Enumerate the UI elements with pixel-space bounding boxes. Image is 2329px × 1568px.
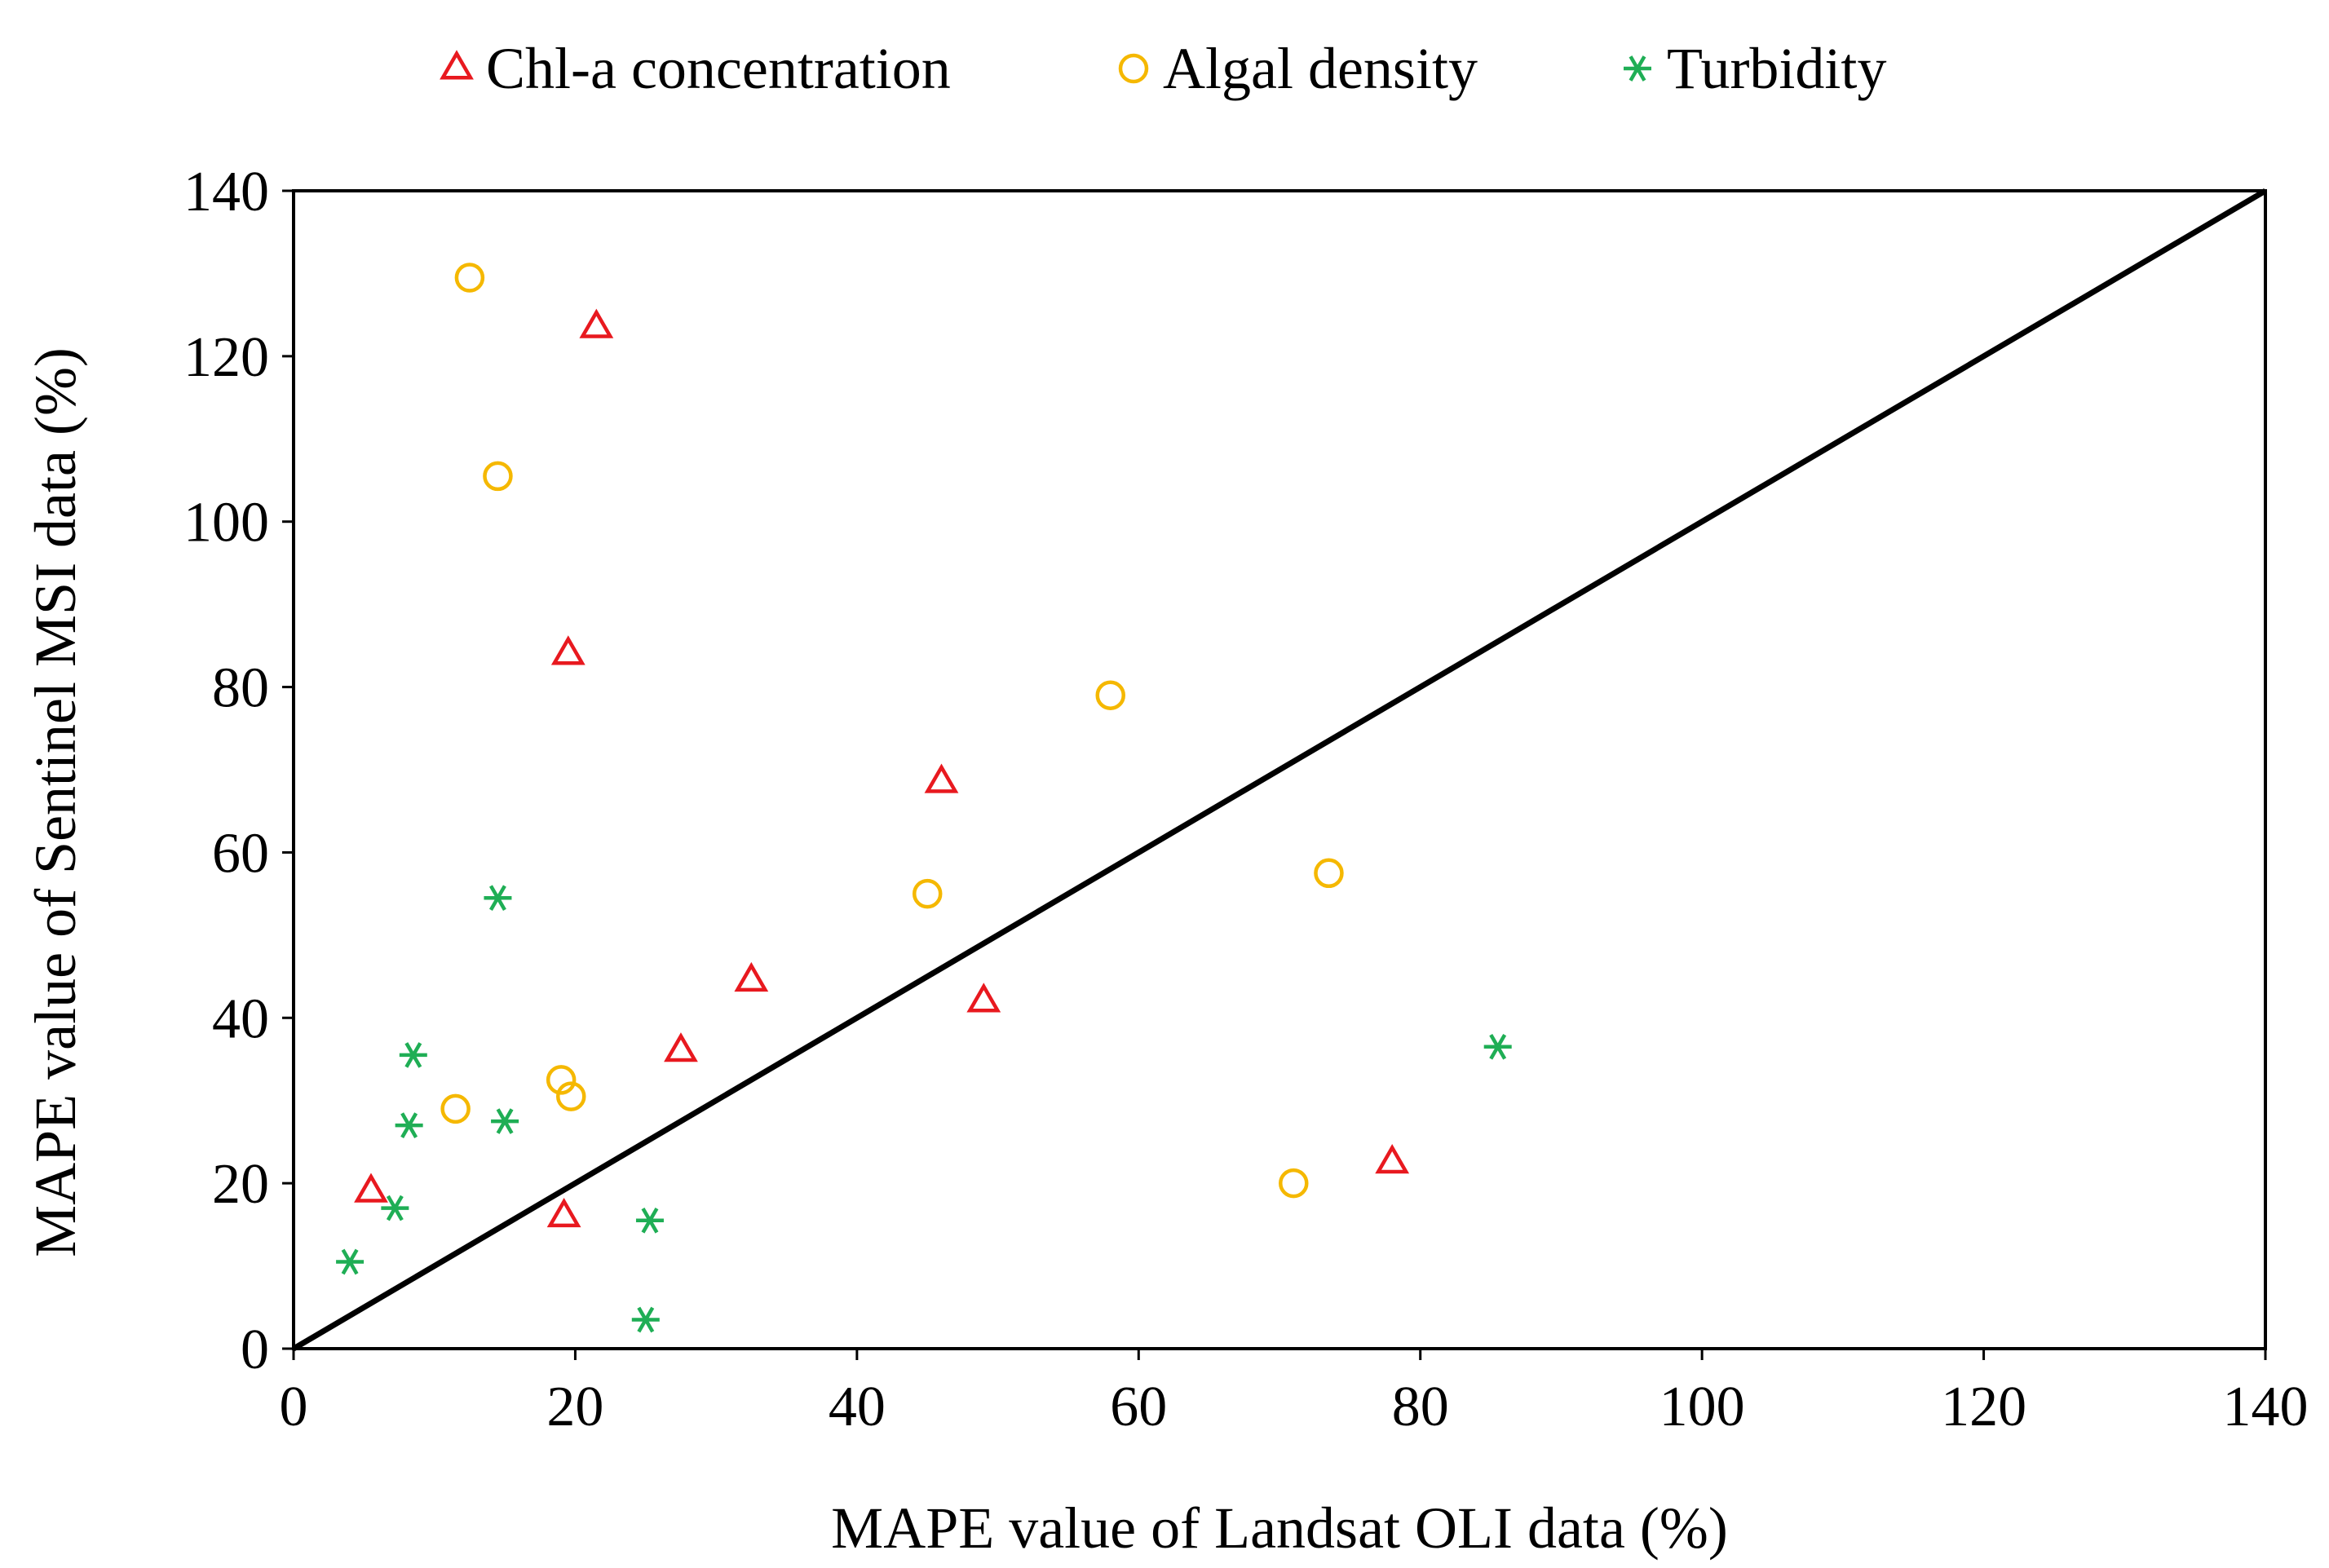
- series-triangle: [354, 308, 1410, 1228]
- x-tick-label: 100: [1659, 1376, 1745, 1438]
- triangle-marker: [664, 1032, 698, 1062]
- triangle-marker: [734, 961, 769, 992]
- asterisk-marker: [635, 1207, 664, 1234]
- y-tick-label: 60: [212, 822, 269, 885]
- asterisk-marker: [1483, 1033, 1512, 1060]
- data-point: [550, 635, 586, 665]
- data-point: [395, 1112, 423, 1138]
- legend-item: Algal density: [1118, 36, 1478, 101]
- x-axis-ticks: 0 20 40 60 80 100 120 140: [280, 1349, 2309, 1438]
- data-point: [336, 1248, 365, 1275]
- data-point: [491, 1108, 519, 1134]
- data-point: [966, 983, 1001, 1013]
- x-tick-label: 0: [280, 1376, 308, 1438]
- data-point: [635, 1207, 664, 1234]
- legend-item: Turbidity: [1624, 36, 1886, 101]
- data-point: [734, 961, 769, 992]
- data-point: [924, 763, 959, 793]
- series-circle: [440, 263, 1344, 1199]
- triangle-marker: [440, 50, 474, 80]
- circle-marker: [483, 461, 513, 492]
- data-point: [579, 308, 614, 338]
- data-point: [631, 1306, 660, 1333]
- circle-marker: [555, 1081, 586, 1111]
- data-point: [354, 1173, 388, 1203]
- x-tick-label: 120: [1941, 1376, 2026, 1438]
- circle-marker: [1279, 1168, 1309, 1199]
- legend-marker: [440, 50, 474, 80]
- data-point: [1483, 1033, 1512, 1060]
- data-point: [1279, 1168, 1309, 1199]
- circle-marker: [912, 878, 943, 909]
- y-tick-label: 120: [183, 326, 269, 389]
- x-tick-label: 140: [2223, 1376, 2309, 1438]
- asterisk-marker: [395, 1112, 423, 1138]
- legend-label: Chl-a concentration: [486, 36, 951, 101]
- circle-marker: [440, 1093, 471, 1124]
- data-point: [483, 461, 513, 492]
- triangle-marker: [966, 983, 1001, 1013]
- asterisk-marker: [399, 1042, 427, 1068]
- y-tick-label: 20: [212, 1153, 269, 1216]
- data-point: [440, 1093, 471, 1124]
- y-tick-label: 80: [212, 657, 269, 720]
- asterisk-marker: [491, 1108, 519, 1134]
- data-point: [1314, 858, 1344, 889]
- legend-marker: [1624, 55, 1651, 82]
- legend-marker: [1118, 53, 1149, 84]
- legend-item: Chl-a concentration: [440, 36, 951, 101]
- circle-marker: [1118, 53, 1149, 84]
- y-tick-label: 0: [241, 1318, 269, 1381]
- data-point: [546, 1197, 581, 1228]
- y-axis-title: MAPE value of Sentinel MSI data (%): [23, 347, 88, 1257]
- data-point: [381, 1195, 409, 1221]
- data-point: [664, 1032, 698, 1062]
- x-axis-title: MAPE value of Landsat OLI data (%): [831, 1495, 1728, 1561]
- triangle-marker: [579, 308, 614, 338]
- triangle-marker: [1375, 1144, 1410, 1174]
- circle-marker: [454, 263, 485, 293]
- y-tick-label: 140: [183, 161, 269, 223]
- x-tick-label: 60: [1110, 1376, 1167, 1438]
- legend: Chl-a concentration Algal density Turbidit…: [440, 36, 1886, 101]
- asterisk-marker: [381, 1195, 409, 1221]
- circle-marker: [1314, 858, 1344, 889]
- reference-line: [292, 188, 2267, 1352]
- circle-marker: [546, 1065, 577, 1095]
- data-point: [555, 1081, 586, 1111]
- asterisk-marker: [336, 1248, 365, 1275]
- circle-marker: [1095, 680, 1125, 710]
- series-asterisk: [336, 885, 1512, 1333]
- x-tick-label: 20: [546, 1376, 603, 1438]
- x-tick-label: 80: [1392, 1376, 1449, 1438]
- legend-label: Algal density: [1163, 36, 1478, 101]
- data-point: [484, 885, 512, 912]
- y-axis-ticks: 0 20 40 60 80 100 120 140: [183, 161, 294, 1381]
- y-tick-label: 100: [183, 492, 269, 554]
- data-point: [454, 263, 485, 293]
- y-tick-label: 40: [212, 987, 269, 1050]
- data-point: [912, 878, 943, 909]
- triangle-marker: [546, 1197, 581, 1228]
- data-point: [546, 1065, 577, 1095]
- plot-frame: [292, 189, 2267, 1350]
- legend-label: Turbidity: [1667, 36, 1886, 101]
- data-point: [1375, 1144, 1410, 1174]
- triangle-marker: [924, 763, 959, 793]
- data-point: [1095, 680, 1125, 710]
- asterisk-marker: [631, 1306, 660, 1333]
- triangle-marker: [550, 635, 586, 665]
- asterisk-marker: [1624, 55, 1651, 82]
- asterisk-marker: [484, 885, 512, 912]
- triangle-marker: [354, 1173, 388, 1203]
- data-point: [399, 1042, 427, 1068]
- plot-area: [292, 188, 2267, 1352]
- x-tick-label: 40: [829, 1376, 886, 1438]
